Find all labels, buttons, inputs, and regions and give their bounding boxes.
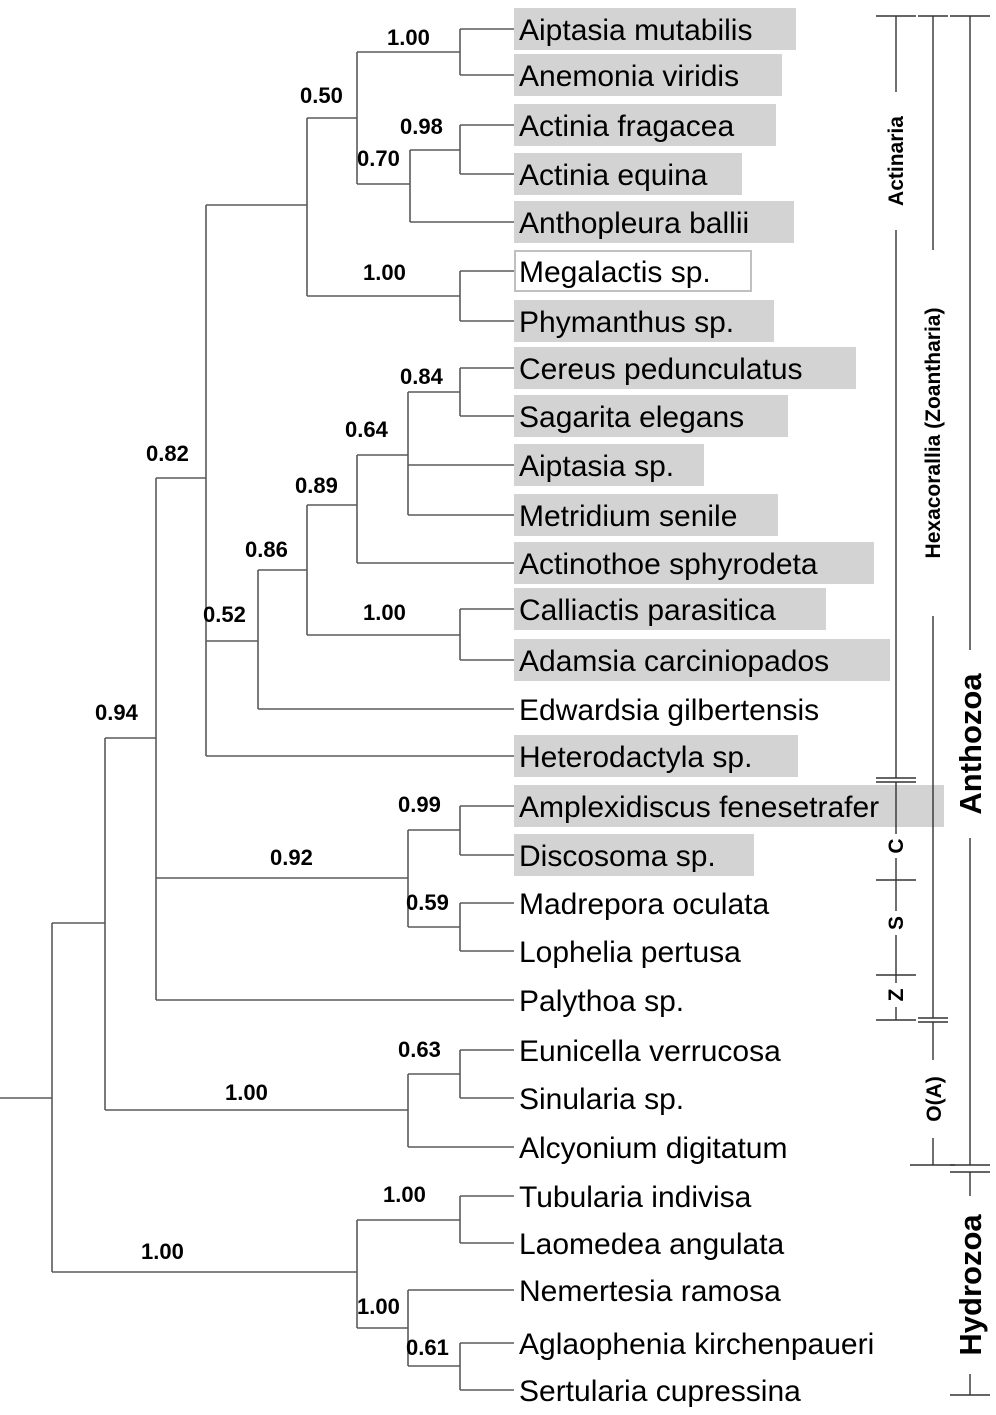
taxon-highlight [514,8,796,50]
taxon-label: Madrepora oculata [519,888,769,921]
taxon-label: Phymanthus sp. [519,306,734,339]
taxon-label: Alcyonium digitatum [519,1132,787,1165]
actinaria-label-bg [884,92,908,230]
taxon-label: Edwardsia gilbertensis [519,694,819,727]
taxon-label: Aiptasia mutabilis [519,14,752,47]
taxon-label: Tubularia indivisa [519,1181,752,1214]
taxon-label: Amplexidiscus fenesetrafer [519,791,879,824]
clade-brackets: Actinaria Hexacorallia (Zoantharia) Anth… [876,15,990,1396]
support-value: 0.61 [406,1335,449,1360]
taxon-highlight [514,347,856,389]
octocorallia-label: O(A) [923,1076,946,1122]
taxon-highlight [514,300,774,342]
anthozoa-label-bg [952,650,988,838]
taxon-label: Discosoma sp. [519,840,716,873]
taxon-highlight [514,104,776,146]
taxon-label: Laomedea angulata [519,1228,785,1261]
support-value: 0.64 [345,417,389,442]
s-label-bg [886,911,906,935]
taxon-label: Heterodactyla sp. [519,741,752,774]
actinaria-label: Actinaria [885,116,908,206]
z-label-bg [886,983,906,1007]
taxon-label: Actinothoe sphyrodeta [519,548,818,581]
taxon-label: Palythoa sp. [519,985,684,1018]
support-value: 0.86 [245,537,288,562]
taxon-label: Actinia equina [519,159,708,192]
hydrozoa-label-bg [952,1196,988,1374]
taxon-label: Aiptasia sp. [519,450,674,483]
support-value: 0.89 [295,473,338,498]
octocorallia-label-bg [920,1060,946,1138]
hexacorallia-label: Hexacorallia (Zoantharia) [922,308,945,559]
taxon-label: Cereus pedunculatus [519,353,803,386]
taxon-highlight [514,542,874,584]
support-value: 0.63 [398,1037,441,1062]
taxon-highlight [514,395,788,437]
c-label-bg [886,834,906,858]
taxon-label: Lophelia pertusa [519,936,741,969]
taxon-label: Megalactis sp. [519,256,711,289]
taxon-highlight [514,639,890,681]
taxon-label: Sagarita elegans [519,401,744,434]
taxon-label: Aglaophenia kirchenpaueri [519,1328,874,1361]
taxon-label: Anemonia viridis [519,60,739,93]
taxon-label: Eunicella verrucosa [519,1035,781,1068]
hexacorallia-label-bg [920,250,946,616]
highlight-layer [514,8,944,876]
taxon-labels: Aiptasia mutabilis Anemonia viridis Actini… [519,14,879,1408]
c-label: C [885,838,908,853]
support-value: 0.59 [406,890,449,915]
taxon-highlight [514,834,754,876]
taxon-highlight [514,494,778,536]
support-value: 1.00 [383,1182,426,1207]
taxon-label: Calliactis parasitica [519,594,776,627]
taxon-label: Anthopleura ballii [519,207,749,240]
s-label: S [885,916,908,930]
branch-layer [0,28,514,1391]
support-value: 0.92 [270,845,313,870]
taxon-label: Sinularia sp. [519,1083,684,1116]
support-value: 0.98 [400,114,443,139]
support-value: 1.00 [141,1239,184,1264]
support-value: 1.00 [387,25,430,50]
support-value: 0.84 [400,364,444,389]
taxon-label: Metridium senile [519,500,737,533]
support-value: 1.00 [363,260,406,285]
support-value: 1.00 [363,600,406,625]
taxon-highlight [514,201,794,243]
taxon-label: Sertularia cupressina [519,1375,801,1408]
anthozoa-label: Anthozoa [953,673,988,815]
taxon-outline-box [514,250,752,292]
z-label: Z [885,988,908,1001]
support-value: 1.00 [225,1080,268,1105]
taxon-highlight [514,444,704,486]
support-value: 0.99 [398,792,441,817]
hydrozoa-label: Hydrozoa [953,1214,988,1356]
taxon-highlight [514,153,742,195]
taxon-label: Adamsia carciniopados [519,645,829,678]
support-value: 0.52 [203,602,246,627]
support-value: 0.94 [95,700,139,725]
support-value: 0.70 [357,146,400,171]
support-value: 1.00 [357,1294,400,1319]
support-values: 1.00 0.50 0.980.70 1.00 0.82 0.84 0.64 0.89 0.86… [95,25,449,1360]
taxon-highlight [514,735,798,777]
taxon-label: Nemertesia ramosa [519,1275,781,1308]
taxon-highlight [514,588,826,630]
support-value: 0.50 [300,83,343,108]
taxon-highlight [514,54,782,96]
taxon-highlight [514,785,944,827]
taxon-label: Actinia fragacea [519,110,734,143]
support-value: 0.82 [146,441,189,466]
